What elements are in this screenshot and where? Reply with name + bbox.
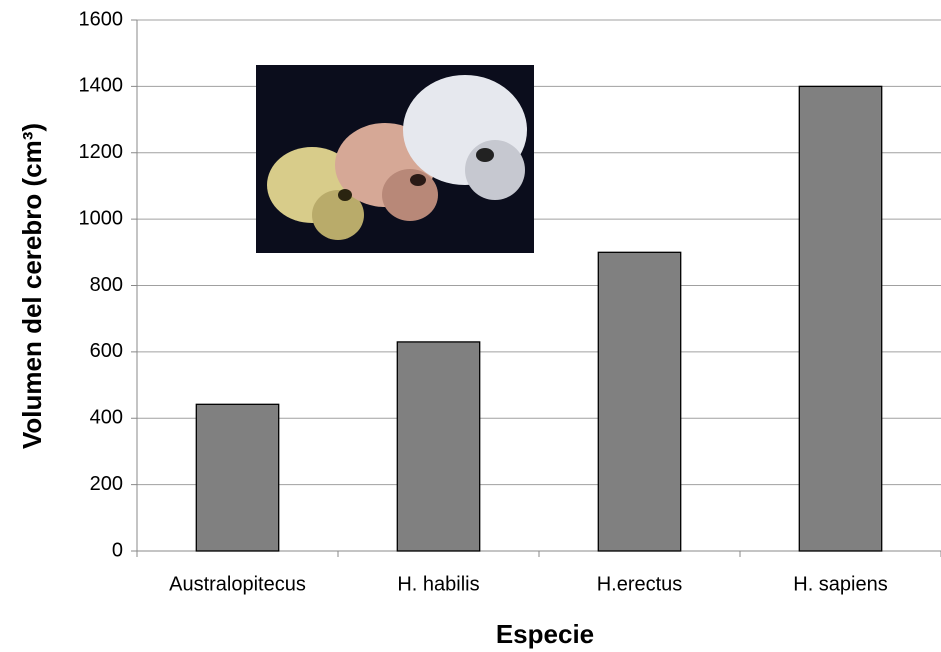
y-tick-label: 400 bbox=[90, 407, 123, 429]
x-tick-label: H. sapiens bbox=[793, 573, 888, 595]
y-tick-label: 0 bbox=[112, 539, 123, 561]
bar bbox=[195, 403, 280, 552]
y-tick-label: 1000 bbox=[79, 207, 124, 229]
x-tick-label: H. habilis bbox=[397, 573, 479, 595]
skulls-photo bbox=[256, 65, 534, 253]
x-axis-title: Especie bbox=[496, 619, 594, 649]
y-tick-label: 1400 bbox=[79, 75, 124, 97]
y-tick-label: 800 bbox=[90, 274, 123, 296]
bar bbox=[396, 341, 481, 552]
bar bbox=[597, 251, 682, 552]
bar bbox=[798, 85, 883, 552]
y-tick-label: 1200 bbox=[79, 141, 124, 163]
y-tick-label: 200 bbox=[90, 473, 123, 495]
y-tick-label: 1600 bbox=[79, 8, 124, 30]
y-axis-title: Volumen del cerebro (cm³) bbox=[17, 123, 47, 449]
y-tick-label: 600 bbox=[90, 340, 123, 362]
x-tick-label: H.erectus bbox=[597, 573, 683, 595]
x-tick-label: Australopitecus bbox=[169, 573, 306, 595]
